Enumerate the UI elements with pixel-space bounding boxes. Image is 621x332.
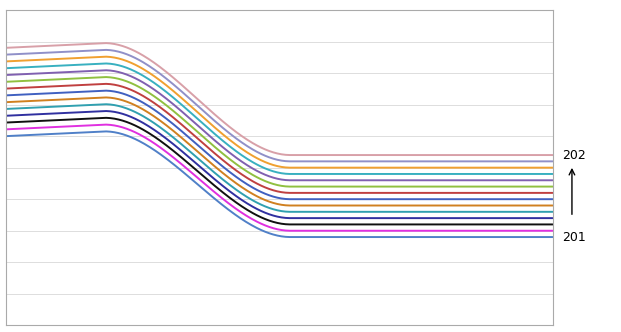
Text: 201: 201 (562, 230, 586, 244)
Text: 202: 202 (562, 148, 586, 162)
